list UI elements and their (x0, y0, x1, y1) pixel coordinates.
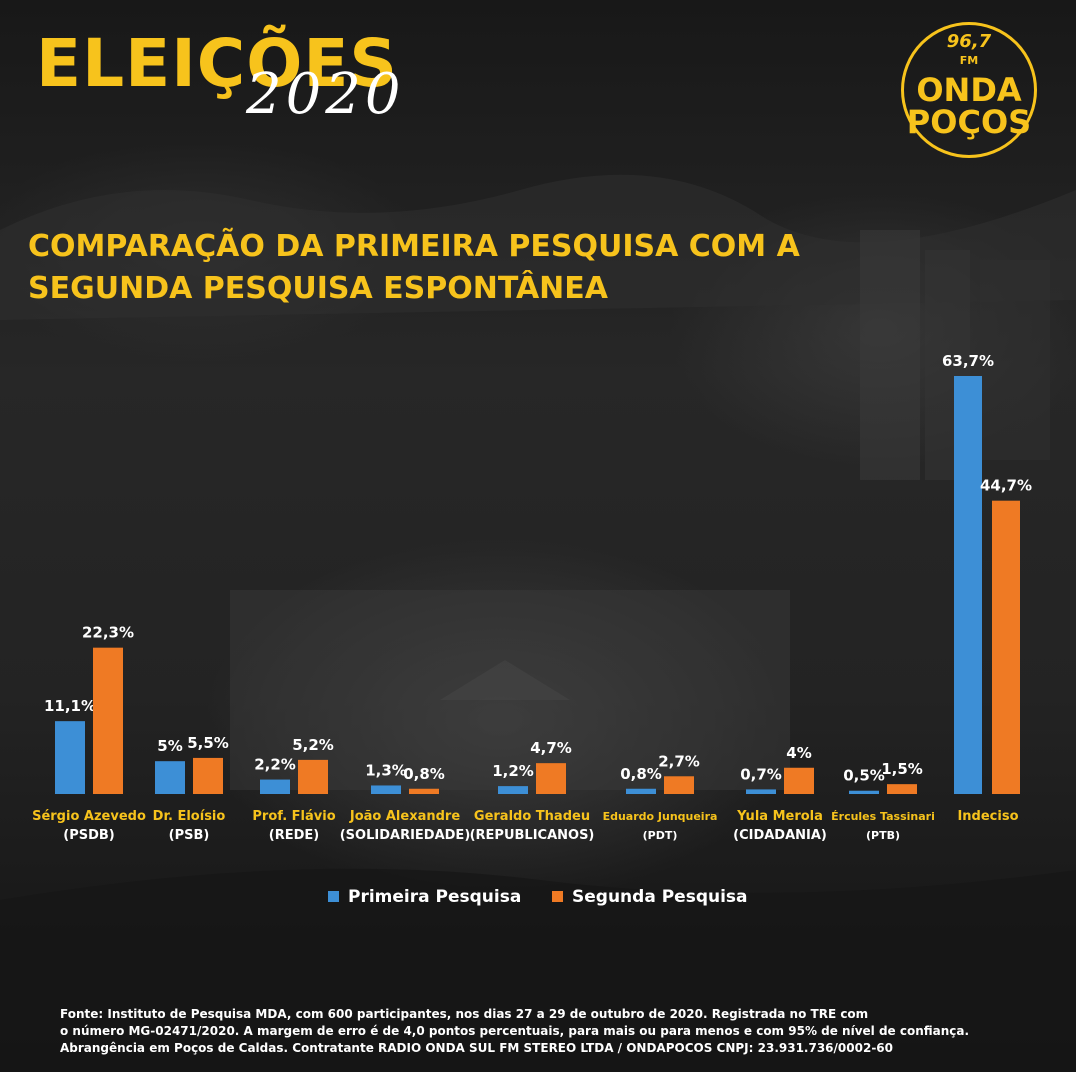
source-footnote: Fonte: Instituto de Pesquisa MDA, com 60… (60, 1006, 1012, 1057)
bar-segunda-7 (887, 784, 917, 794)
data-label-segunda-2: 5,2% (292, 736, 334, 754)
legend-swatch-primeira (328, 891, 339, 902)
data-label-primeira-3: 1,3% (365, 761, 407, 779)
bar-segunda-5 (664, 776, 694, 794)
bar-primeira-5 (626, 788, 656, 794)
bar-segunda-0 (93, 647, 123, 794)
data-label-primeira-0: 11,1% (44, 697, 96, 715)
category-label-3: João Alexandre (349, 809, 460, 824)
category-party-1: (PSB) (169, 828, 210, 843)
category-party-4: (REPUBLICANOS) (470, 828, 595, 843)
logo-line2: POÇOS (906, 103, 1032, 141)
bar-segunda-2 (298, 759, 328, 794)
category-label-0: Sérgio Azevedo (32, 809, 146, 824)
data-label-segunda-8: 44,7% (980, 477, 1032, 495)
bar-segunda-3 (409, 788, 439, 794)
logo-line1: ONDA (916, 71, 1022, 109)
bar-primeira-8 (954, 376, 982, 794)
category-party-0: (PSDB) (63, 828, 114, 843)
category-party-5: (PDT) (643, 829, 678, 842)
footnote-line3: Abrangência em Poços de Caldas. Contrata… (60, 1041, 893, 1055)
data-label-segunda-3: 0,8% (403, 765, 445, 783)
bar-primeira-7 (849, 790, 879, 794)
data-label-segunda-1: 5,5% (187, 734, 229, 752)
bar-segunda-1 (193, 757, 223, 794)
bar-primeira-4 (498, 786, 528, 794)
bar-segunda-8 (992, 500, 1020, 794)
bar-primeira-1 (155, 761, 185, 794)
category-label-5: Eduardo Junqueira (603, 810, 718, 823)
logo-band: FM (959, 54, 979, 67)
bar-primeira-3 (371, 785, 401, 794)
category-party-7: (PTB) (866, 829, 900, 842)
category-label-6: Yula Merola (736, 809, 823, 824)
category-label-1: Dr. Eloísio (153, 809, 226, 824)
category-party-3: (SOLIDARIEDADE) (340, 828, 471, 843)
data-label-primeira-4: 1,2% (492, 762, 534, 780)
data-label-segunda-6: 4% (786, 744, 811, 762)
data-label-primeira-7: 0,5% (843, 767, 885, 785)
chart-title: COMPARAÇÃO DA PRIMEIRA PESQUISA COM A SE… (28, 226, 1028, 310)
footnote-line1: Fonte: Instituto de Pesquisa MDA, com 60… (60, 1007, 869, 1021)
data-label-primeira-1: 5% (157, 737, 182, 755)
data-label-segunda-4: 4,7% (530, 739, 572, 757)
category-label-7: Ércules Tassinari (831, 810, 935, 823)
bar-segunda-6 (784, 767, 814, 794)
category-party-2: (REDE) (269, 828, 319, 843)
header-title: ELEIÇÕES (36, 25, 398, 102)
legend-label-segunda: Segunda Pesquisa (572, 887, 748, 907)
chart-title-line1: COMPARAÇÃO DA PRIMEIRA PESQUISA COM A (28, 229, 800, 264)
legend-label-primeira: Primeira Pesquisa (348, 887, 521, 907)
data-label-primeira-2: 2,2% (254, 756, 296, 774)
data-label-primeira-5: 0,8% (620, 765, 662, 783)
legend-swatch-segunda (552, 891, 563, 902)
category-party-6: (CIDADANIA) (733, 828, 827, 843)
data-label-primeira-8: 63,7% (942, 352, 994, 370)
category-label-4: Geraldo Thadeu (474, 809, 590, 824)
footnote-line2: o número MG-02471/2020. A margem de erro… (60, 1024, 970, 1038)
bar-primeira-6 (746, 789, 776, 794)
station-logo: 96,7 FM ONDA POÇOS (901, 22, 1037, 158)
data-label-segunda-7: 1,5% (881, 760, 923, 778)
bar-chart: 11,1% 22,3% Sérgio Azevedo (PSDB) 5% 5,5% Dr. … (32, 352, 1032, 907)
bar-primeira-0 (55, 721, 85, 794)
bar-primeira-2 (260, 779, 290, 794)
bar-segunda-4 (536, 763, 566, 794)
category-label-8: Indeciso (957, 809, 1018, 824)
data-label-primeira-6: 0,7% (740, 765, 782, 783)
data-label-segunda-0: 22,3% (82, 624, 134, 642)
chart-title-line2: SEGUNDA PESQUISA ESPONTÂNEA (28, 271, 609, 306)
category-label-2: Prof. Flávio (252, 809, 335, 824)
logo-frequency: 96,7 (946, 31, 992, 52)
header-year: 2020 (246, 62, 405, 127)
data-label-segunda-5: 2,7% (658, 752, 700, 770)
